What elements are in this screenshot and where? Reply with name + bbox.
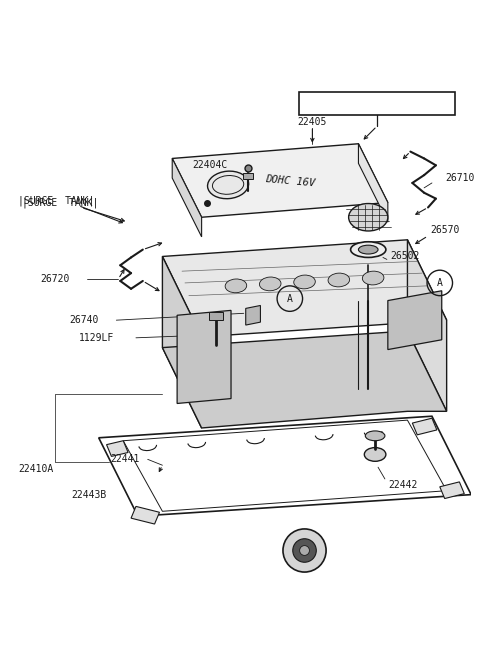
Ellipse shape — [207, 171, 249, 198]
Ellipse shape — [359, 245, 378, 254]
Ellipse shape — [260, 277, 281, 291]
Text: 26740: 26740 — [69, 315, 99, 325]
Ellipse shape — [225, 279, 247, 293]
Polygon shape — [408, 240, 447, 411]
Text: 26502: 26502 — [391, 252, 420, 261]
Polygon shape — [162, 240, 447, 337]
Text: 22441: 22441 — [110, 455, 140, 464]
Ellipse shape — [350, 242, 386, 258]
Bar — [209, 312, 223, 320]
Text: 26570: 26570 — [430, 225, 459, 235]
Circle shape — [283, 529, 326, 572]
Polygon shape — [162, 331, 447, 428]
Text: DOHC 16V: DOHC 16V — [264, 174, 315, 188]
Text: 22405: 22405 — [298, 117, 327, 127]
Polygon shape — [172, 144, 388, 217]
Text: THROTTLE  BODY: THROTTLE BODY — [336, 99, 418, 108]
Text: 1129LF: 1129LF — [79, 333, 114, 343]
Polygon shape — [172, 158, 202, 237]
Text: 26720: 26720 — [40, 274, 69, 284]
Polygon shape — [440, 482, 464, 499]
Text: |SURGE  TANK|: |SURGE TANK| — [22, 197, 98, 208]
Text: 22443B: 22443B — [71, 489, 107, 499]
Text: A: A — [437, 278, 443, 288]
Polygon shape — [388, 291, 442, 350]
Polygon shape — [177, 310, 231, 403]
Polygon shape — [246, 306, 261, 325]
FancyBboxPatch shape — [299, 92, 456, 116]
Text: 26710: 26710 — [445, 173, 475, 183]
Ellipse shape — [364, 447, 386, 461]
Bar — [243, 173, 252, 179]
Text: 22404C: 22404C — [192, 160, 227, 170]
Text: 22442: 22442 — [388, 480, 417, 490]
Circle shape — [300, 545, 310, 555]
Ellipse shape — [328, 273, 349, 287]
Polygon shape — [412, 419, 437, 435]
Polygon shape — [107, 441, 128, 457]
Polygon shape — [359, 144, 388, 222]
Text: A: A — [287, 294, 293, 304]
Ellipse shape — [348, 204, 388, 231]
Polygon shape — [131, 507, 159, 524]
Ellipse shape — [294, 275, 315, 289]
Text: 22410A: 22410A — [18, 464, 54, 474]
Polygon shape — [162, 256, 202, 428]
Ellipse shape — [365, 431, 385, 441]
Ellipse shape — [362, 271, 384, 285]
Circle shape — [293, 539, 316, 562]
Text: |SURGE  TANK|: |SURGE TANK| — [18, 195, 95, 206]
